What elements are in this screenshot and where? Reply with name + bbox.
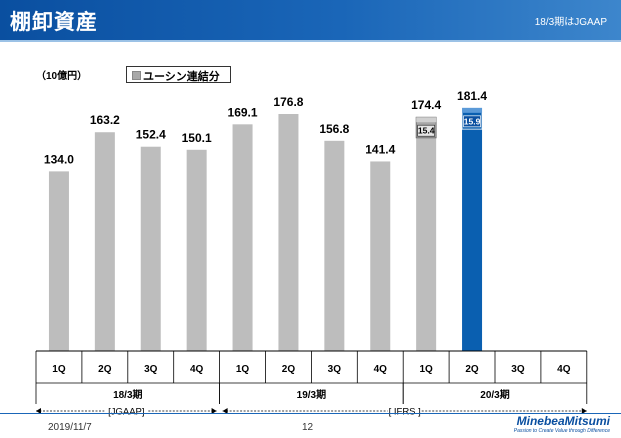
bar-value-label: 174.4 [411, 98, 441, 112]
yushin-label-box-8 [417, 124, 435, 137]
group-label: 20/3期 [480, 388, 509, 401]
bar-value-label: 169.1 [228, 105, 258, 119]
legend-swatch [132, 71, 141, 80]
legend-label: ユーシン連結分 [143, 71, 220, 83]
yushin-hatch-8 [416, 117, 437, 123]
yushin-value-label: 15.9 [464, 116, 481, 126]
bar-9 [462, 107, 483, 351]
accounting-note: 18/3期はJGAAP [534, 17, 607, 28]
x-tick-label: 2Q [465, 364, 479, 375]
group-label: 19/3期 [297, 388, 326, 401]
page-title: 棚卸資産 [10, 11, 98, 34]
company-logo: MinebeaMitsumi Passion to Create Value t… [500, 414, 610, 436]
standard-label: [JGAAP] [108, 407, 144, 418]
bar-2 [140, 146, 161, 351]
header-bar: 棚卸資産 18/3期はJGAAP [0, 0, 621, 40]
x-tick-label: 4Q [190, 364, 204, 375]
x-tick-label: 2Q [282, 364, 296, 375]
header-underline [0, 40, 621, 42]
bar-6 [324, 140, 345, 351]
x-tick-label: 4Q [557, 364, 571, 375]
x-tick-label: 1Q [236, 364, 250, 375]
legend: ユーシン連結分 [126, 66, 231, 83]
x-tick-label: 3Q [144, 364, 158, 375]
arrow-head-left [36, 408, 41, 414]
bar-value-label: 152.4 [136, 128, 166, 142]
bar-value-label: 156.8 [319, 122, 349, 136]
bar-value-label: 150.1 [182, 131, 212, 145]
bar-5 [278, 114, 299, 351]
yushin-hatch-9 [462, 107, 483, 113]
arrow-head-left [222, 408, 228, 414]
arrow-head-right [211, 408, 217, 414]
group-label: 18/3期 [113, 388, 142, 401]
yushin-value-label: 15.4 [418, 126, 435, 136]
bar-value-label: 134.0 [44, 152, 74, 166]
arrow-head-right [581, 408, 587, 414]
bar-3 [186, 149, 207, 351]
x-tick-label: 1Q [419, 364, 433, 375]
x-tick-label: 3Q [328, 364, 342, 375]
logo-tagline: Passion to Create Value through Differen… [513, 428, 610, 434]
bar-0 [48, 171, 69, 351]
footer-divider [0, 413, 621, 414]
bar-1 [94, 132, 115, 351]
x-tick-label: 2Q [98, 364, 112, 375]
logo-name: MinebeaMitsumi [516, 414, 610, 428]
bar-value-label: 163.2 [90, 113, 120, 127]
bar-7 [370, 161, 391, 351]
page-number: 12 [302, 422, 314, 433]
yushin-label-box-9 [463, 115, 481, 128]
bar-4 [232, 124, 253, 351]
bar-8 [416, 117, 437, 351]
x-tick-label: 3Q [511, 364, 525, 375]
standard-label: [ IFRS ] [389, 407, 421, 418]
bar-value-label: 181.4 [457, 89, 487, 103]
bar-value-label: 141.4 [365, 142, 395, 156]
bar-value-label: 176.8 [273, 95, 303, 109]
x-tick-label: 4Q [374, 364, 388, 375]
unit-label: （10億円） [36, 71, 88, 82]
footer-date: 2019/11/7 [48, 422, 92, 433]
x-tick-label: 1Q [52, 364, 66, 375]
